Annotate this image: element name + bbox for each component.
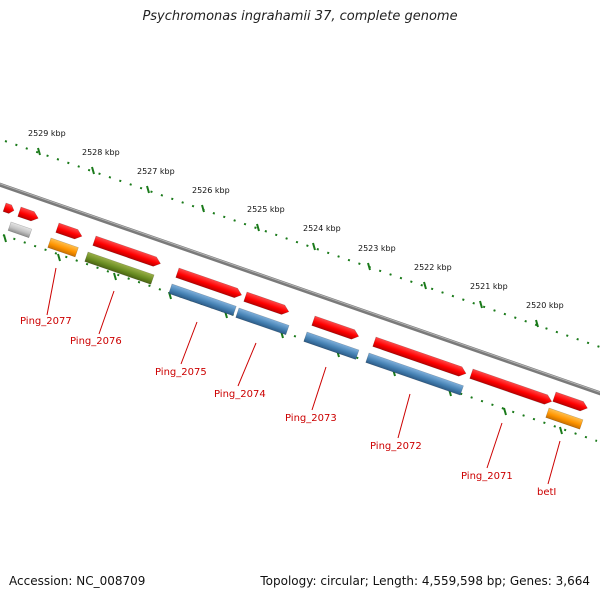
kbp-tick [37, 147, 41, 156]
kbp-label-0: 2529 kbp [28, 129, 66, 138]
gene-feature-red[interactable] [175, 267, 244, 300]
track-tick [503, 407, 507, 416]
kbp-tick [256, 223, 260, 232]
kbp-label-5: 2524 kbp [303, 224, 341, 233]
kbp-label-3: 2526 kbp [192, 186, 230, 195]
leader-line [98, 290, 115, 335]
gene-label-ping-2073[interactable]: Ping_2073 [285, 413, 337, 424]
leader-line [180, 321, 198, 365]
gene-feature-orange[interactable] [47, 237, 79, 258]
gene-feature-blue[interactable] [235, 307, 290, 336]
track-tick [57, 253, 61, 262]
kbp-label-6: 2523 kbp [358, 244, 396, 253]
leader-line [397, 393, 411, 439]
gene-label-ping-2072[interactable]: Ping_2072 [370, 441, 422, 452]
kbp-tick [479, 300, 483, 309]
kbp-tick [201, 204, 205, 213]
kbp-tick [91, 166, 95, 175]
gene-label-ping-2077[interactable]: Ping_2077 [20, 316, 72, 327]
leader-line [311, 366, 327, 411]
track-tick [3, 234, 7, 243]
kbp-label-1: 2528 kbp [82, 148, 120, 157]
gene-feature-blue[interactable] [365, 352, 464, 396]
gene-feature-red[interactable] [469, 368, 554, 406]
kbp-label-2: 2527 kbp [137, 167, 175, 176]
kbp-tick [146, 185, 150, 194]
gene-feature-red[interactable] [55, 222, 84, 241]
gene-feature-orange[interactable] [545, 407, 584, 430]
gene-feature-blue[interactable] [303, 331, 360, 360]
gene-feature-green[interactable] [84, 251, 155, 285]
kbp-label-7: 2522 kbp [414, 263, 452, 272]
gene-labels: Ping_2077 Ping_2076 Ping_2075 Ping_2074 Ping… [20, 316, 556, 498]
kbp-tick [535, 319, 539, 328]
gene-features [2, 202, 589, 430]
genome-title: Psychromonas ingrahamii 37, complete gen… [142, 9, 458, 24]
gene-feature-red[interactable] [92, 235, 162, 268]
genome-stats-text: Topology: circular; Length: 4,559,598 bp… [260, 574, 590, 588]
gene-label-leaders [46, 267, 561, 485]
kbp-ruler-ticks: 2529 kbp 2528 kbp 2527 kbp 2526 kbp 2525 kbp… [28, 129, 564, 328]
leader-line [486, 422, 503, 469]
genome-backbone [0, 182, 600, 396]
track-tick [559, 426, 563, 435]
gene-label-ping-2076[interactable]: Ping_2076 [70, 336, 122, 347]
accession-text: Accession: NC_008709 [9, 574, 146, 588]
gene-feature-gray[interactable] [7, 221, 33, 239]
gene-label-ping-2074[interactable]: Ping_2074 [214, 389, 266, 400]
gene-feature-red[interactable] [243, 291, 291, 317]
gene-label-ping-2071[interactable]: Ping_2071 [461, 471, 513, 482]
gene-feature-red[interactable] [17, 206, 40, 223]
gene-feature-red[interactable] [552, 391, 589, 413]
gene-label-beti[interactable]: betI [537, 487, 556, 498]
gene-feature-red[interactable] [372, 336, 468, 378]
leader-line [547, 440, 561, 485]
gene-feature-red[interactable] [311, 315, 361, 341]
kbp-label-4: 2525 kbp [247, 205, 285, 214]
genome-backbone-highlight [0, 183, 600, 393]
kbp-label-8: 2521 kbp [470, 282, 508, 291]
kbp-tick [312, 242, 316, 251]
gene-feature-red[interactable] [2, 202, 15, 215]
kbp-tick [367, 262, 371, 271]
kbp-label-9: 2520 kbp [526, 301, 564, 310]
gene-feature-blue[interactable] [168, 283, 237, 317]
kbp-tick [423, 281, 427, 290]
track-tick [113, 272, 117, 281]
leader-line [237, 342, 257, 387]
leader-line [46, 267, 57, 316]
gene-label-ping-2075[interactable]: Ping_2075 [155, 367, 207, 378]
